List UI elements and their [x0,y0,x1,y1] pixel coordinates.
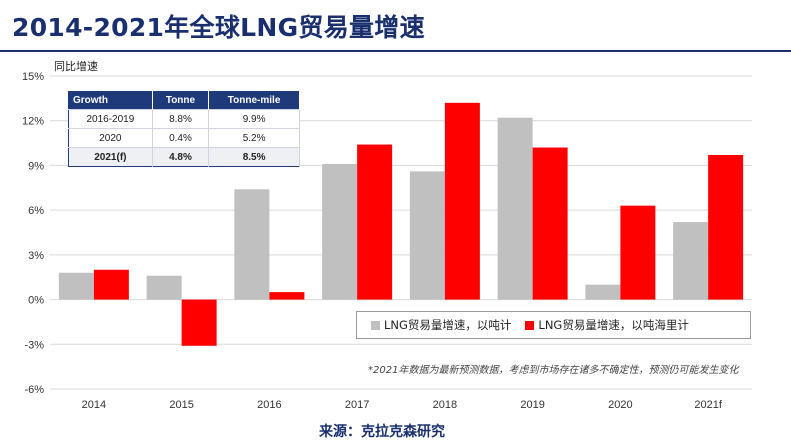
bar-tonne-mile-2015 [181,299,217,346]
bar-tonne-mile-2020 [620,205,656,300]
bar-tonne-mile-2017 [357,144,393,300]
bar-tonne-2014 [58,272,94,300]
forecast-note: *2021年数据为最新预测数据，考虑到市场存在诸多不确定性，预测仍可能发生变化 [368,365,739,376]
legend-swatch-gray [371,320,380,330]
x-tick-label: 2015 [169,399,193,411]
x-tick-label: 2018 [433,399,457,411]
bar-tonne-2018 [409,171,445,300]
bar-tonne-2015 [146,275,182,300]
bar-tonne-2017 [322,163,358,300]
x-tick-label: 2021f [694,399,722,411]
legend-label-tonne: LNG贸易量增速，以吨计 [384,318,512,332]
table-row: 2016-2019 8.8% 9.9% [68,109,300,129]
table-cell: 4.8% [152,147,210,167]
bar-tonne-2016 [234,189,270,300]
legend-swatch-red [525,320,535,330]
legend-item-tonne-mile: LNG贸易量增速，以吨海里计 [525,317,689,333]
x-tick-label: 2019 [520,399,544,411]
legend-item-tonne: LNG贸易量增速，以吨计 [371,317,511,333]
x-tick-label: 2014 [82,399,106,411]
y-tick-label: 0% [28,295,44,307]
y-tick-label: -6% [24,384,44,396]
chart-legend: LNG贸易量增速，以吨计 LNG贸易量增速，以吨海里计 [356,311,751,339]
table-cell: 2020 [68,128,153,148]
bar-tonne-mile-2018 [444,102,480,300]
growth-table: Growth Tonne Tonne-mile 2016-2019 8.8% 9… [68,91,300,167]
table-cell: 8.5% [208,147,300,167]
table-cell: 8.8% [152,109,210,129]
bar-tonne-mile-2019 [532,147,568,300]
tonne-header: Tonne [152,91,210,110]
growth-header: Growth [68,91,153,110]
tonne-mile-header: Tonne-mile [208,91,300,110]
bar-tonne-2019 [497,117,533,300]
y-tick-label: 6% [28,205,44,217]
bar-tonne-2021f [673,222,709,300]
table-cell: 9.9% [208,109,300,129]
y-tick-label: 9% [28,160,44,172]
x-tick-label: 2016 [257,399,281,411]
y-tick-label: 15% [22,71,44,83]
y-tick-label: 3% [28,250,44,262]
y-tick-label: 12% [22,116,44,128]
table-cell: 2016-2019 [68,109,153,129]
bar-tonne-2020 [585,284,621,300]
table-row: 2020 0.4% 5.2% [68,128,300,148]
y-tick-label: -3% [24,339,44,351]
table-cell: 5.2% [208,128,300,148]
legend-label-tonne-mile: LNG贸易量增速，以吨海里计 [538,318,689,332]
x-tick-label: 2017 [345,399,369,411]
y-axis-title: 同比增速 [54,60,98,73]
table-cell: 2021(f) [68,147,153,167]
bar-tonne-mile-2014 [93,269,129,300]
x-tick-label: 2020 [608,399,632,411]
bar-tonne-mile-2016 [269,292,305,300]
table-cell: 0.4% [152,128,210,148]
source-label: 来源：克拉克森研究 [319,424,445,440]
title-underline [0,50,791,52]
table-row: 2021(f) 4.8% 8.5% [68,147,300,167]
bar-tonne-mile-2021f [708,154,744,300]
chart-title: 2014-2021年全球LNG贸易量增速 [12,13,425,42]
